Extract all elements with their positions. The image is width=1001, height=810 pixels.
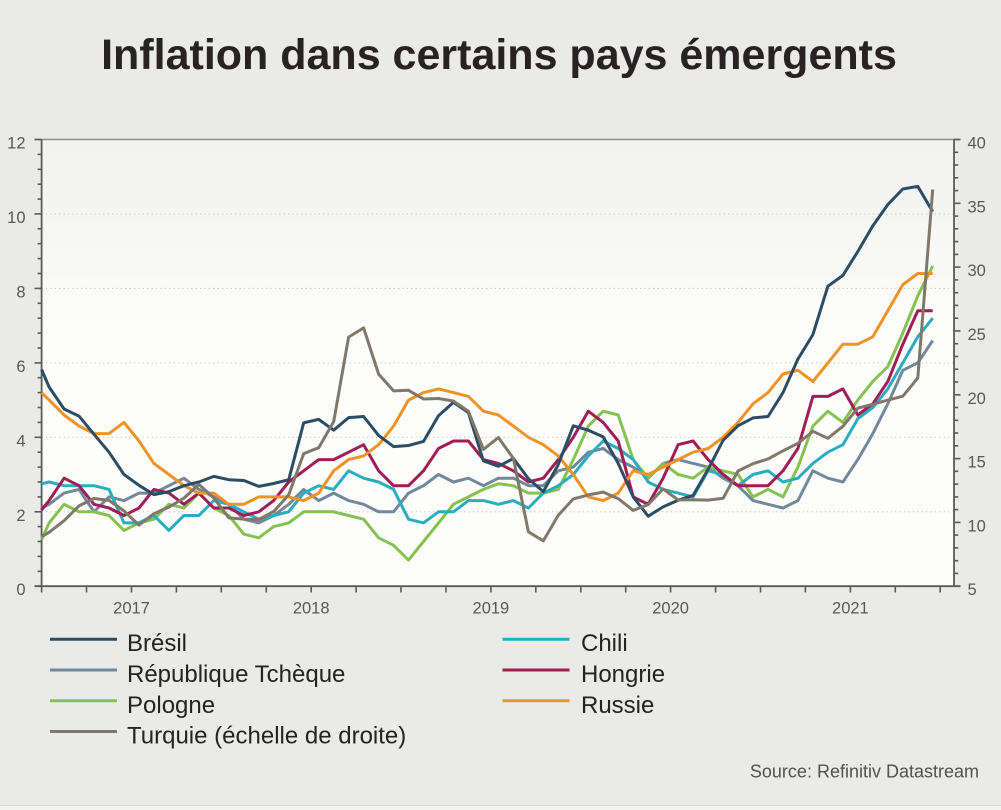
svg-text:République Tchèque: République Tchèque xyxy=(127,661,345,688)
svg-text:15: 15 xyxy=(968,454,986,472)
svg-text:10: 10 xyxy=(968,517,986,535)
svg-text:Pologne: Pologne xyxy=(127,692,215,719)
svg-text:25: 25 xyxy=(968,326,986,344)
svg-text:4: 4 xyxy=(16,432,25,450)
svg-text:40: 40 xyxy=(968,135,986,153)
svg-text:Source: Refinitiv Datastream: Source: Refinitiv Datastream xyxy=(750,762,979,782)
svg-text:20: 20 xyxy=(968,390,986,408)
svg-text:Chili: Chili xyxy=(581,630,628,657)
svg-text:Turquie (échelle de droite): Turquie (échelle de droite) xyxy=(127,723,406,750)
svg-text:2021: 2021 xyxy=(832,600,869,618)
svg-text:2: 2 xyxy=(16,507,25,525)
svg-text:2017: 2017 xyxy=(113,600,150,618)
svg-text:8: 8 xyxy=(16,283,25,301)
svg-text:Inflation dans certains pays é: Inflation dans certains pays émergents xyxy=(101,31,897,79)
svg-text:Hongrie: Hongrie xyxy=(581,661,665,688)
svg-text:2020: 2020 xyxy=(652,600,689,618)
svg-text:5: 5 xyxy=(968,581,977,599)
svg-text:10: 10 xyxy=(7,209,25,227)
svg-text:Russie: Russie xyxy=(581,692,654,719)
svg-text:2019: 2019 xyxy=(473,600,510,618)
svg-text:2018: 2018 xyxy=(293,600,330,618)
svg-text:35: 35 xyxy=(968,198,986,216)
svg-text:12: 12 xyxy=(7,135,25,153)
svg-text:6: 6 xyxy=(16,358,25,376)
svg-text:30: 30 xyxy=(968,262,986,280)
svg-text:0: 0 xyxy=(16,581,25,599)
svg-text:Brésil: Brésil xyxy=(127,630,187,657)
